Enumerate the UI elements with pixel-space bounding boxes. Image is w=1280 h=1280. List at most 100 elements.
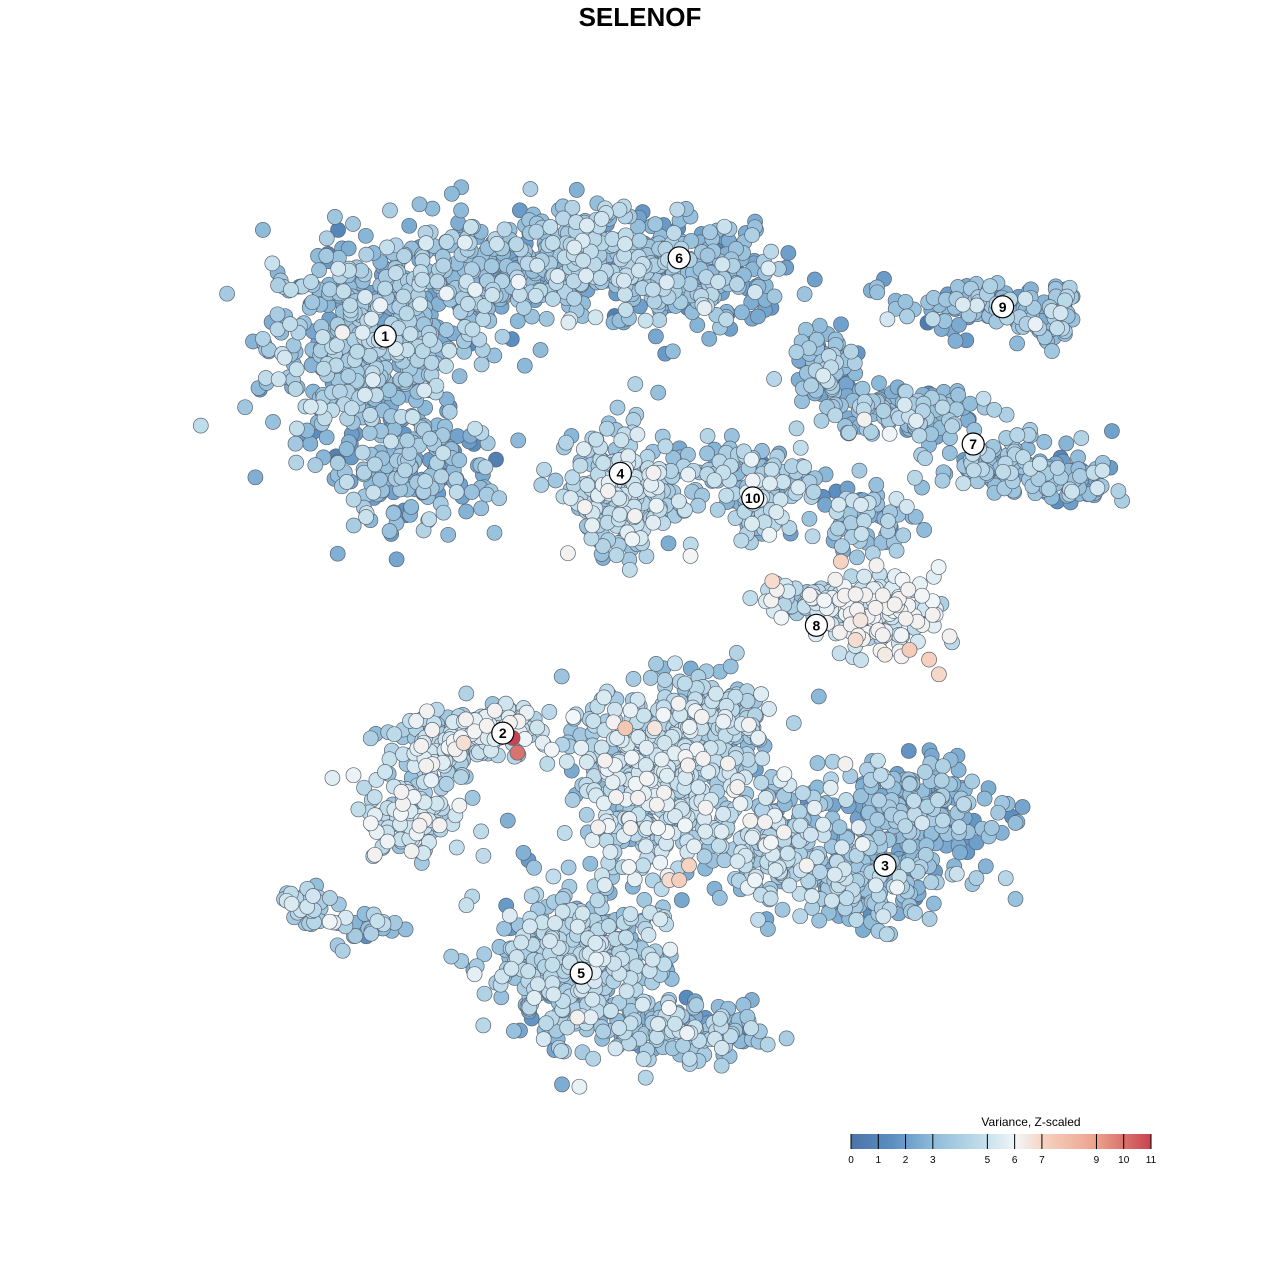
data-point — [448, 484, 465, 500]
data-point — [1110, 483, 1127, 499]
data-point — [624, 531, 641, 548]
data-point — [809, 755, 826, 771]
data-point — [644, 951, 661, 968]
data-point — [560, 545, 576, 562]
data-point — [934, 472, 951, 489]
data-point — [556, 825, 573, 841]
data-point — [528, 223, 545, 240]
data-point — [734, 304, 750, 321]
data-point — [330, 260, 347, 277]
data-point — [585, 1050, 602, 1067]
data-point — [494, 328, 511, 345]
data-point — [901, 776, 918, 793]
data-point — [282, 316, 298, 332]
data-point — [582, 1009, 599, 1026]
data-point — [877, 646, 893, 663]
data-point — [952, 844, 968, 861]
data-point — [377, 280, 393, 297]
data-point — [921, 911, 938, 927]
data-point — [547, 915, 563, 932]
data-point — [488, 451, 504, 468]
data-point — [681, 1050, 698, 1067]
data-point — [699, 247, 716, 264]
data-point — [334, 942, 351, 959]
data-point — [1104, 423, 1120, 439]
data-point — [706, 472, 723, 489]
data-point — [338, 441, 355, 457]
data-point — [767, 862, 784, 878]
data-point — [816, 592, 833, 609]
data-point — [667, 1015, 683, 1032]
data-point — [897, 610, 914, 627]
data-point — [192, 417, 209, 434]
data-point — [924, 606, 941, 623]
data-point — [362, 815, 379, 832]
chart-title: SELENOF — [579, 2, 702, 32]
data-point — [324, 770, 341, 786]
data-point — [329, 455, 346, 471]
data-point — [750, 729, 767, 746]
data-point — [743, 1020, 759, 1037]
data-point — [283, 895, 300, 912]
data-point — [699, 428, 716, 444]
data-point — [718, 311, 735, 328]
data-point — [544, 956, 561, 973]
data-point — [340, 240, 357, 257]
data-point — [595, 1023, 612, 1040]
data-point — [473, 500, 490, 517]
data-point — [237, 399, 253, 416]
data-point — [403, 843, 420, 859]
data-point — [501, 907, 518, 924]
data-point — [475, 847, 492, 864]
data-point — [900, 743, 917, 759]
data-point — [766, 288, 783, 305]
data-point — [318, 429, 335, 446]
data-point — [582, 855, 599, 872]
data-point — [837, 756, 854, 772]
data-point — [618, 983, 635, 1000]
data-point — [538, 1015, 555, 1032]
data-point — [849, 549, 865, 566]
data-point — [499, 812, 516, 829]
data-point — [680, 466, 697, 483]
data-point — [948, 865, 965, 882]
data-point — [484, 287, 501, 303]
data-point — [574, 905, 591, 922]
data-point — [303, 274, 319, 290]
data-point — [875, 403, 892, 419]
data-point — [647, 216, 664, 232]
data-point — [547, 472, 564, 489]
data-point — [762, 890, 779, 907]
data-point — [648, 328, 664, 345]
data-point — [1064, 483, 1080, 500]
data-point — [655, 706, 672, 723]
data-point — [676, 675, 693, 692]
data-point — [345, 767, 362, 784]
data-point — [270, 371, 287, 388]
data-point — [329, 545, 346, 562]
data-point — [1007, 815, 1024, 831]
data-point — [510, 274, 527, 290]
data-point — [951, 819, 967, 835]
data-point — [483, 258, 500, 274]
data-point — [933, 772, 950, 789]
data-point — [715, 806, 732, 822]
cluster-label-5: 5 — [569, 961, 593, 985]
data-point — [834, 839, 850, 856]
data-point — [617, 286, 633, 303]
data-point — [417, 473, 434, 489]
data-point — [976, 790, 993, 807]
data-point — [510, 432, 527, 449]
data-point — [763, 834, 779, 851]
data-point — [496, 920, 513, 937]
data-point — [361, 425, 378, 441]
data-point — [385, 505, 402, 521]
data-point — [423, 772, 440, 789]
data-point — [372, 471, 388, 488]
data-point — [572, 457, 589, 474]
data-point — [1089, 480, 1106, 496]
data-point — [907, 469, 923, 486]
data-point — [503, 960, 520, 977]
data-point — [701, 330, 718, 347]
data-point — [853, 497, 869, 513]
